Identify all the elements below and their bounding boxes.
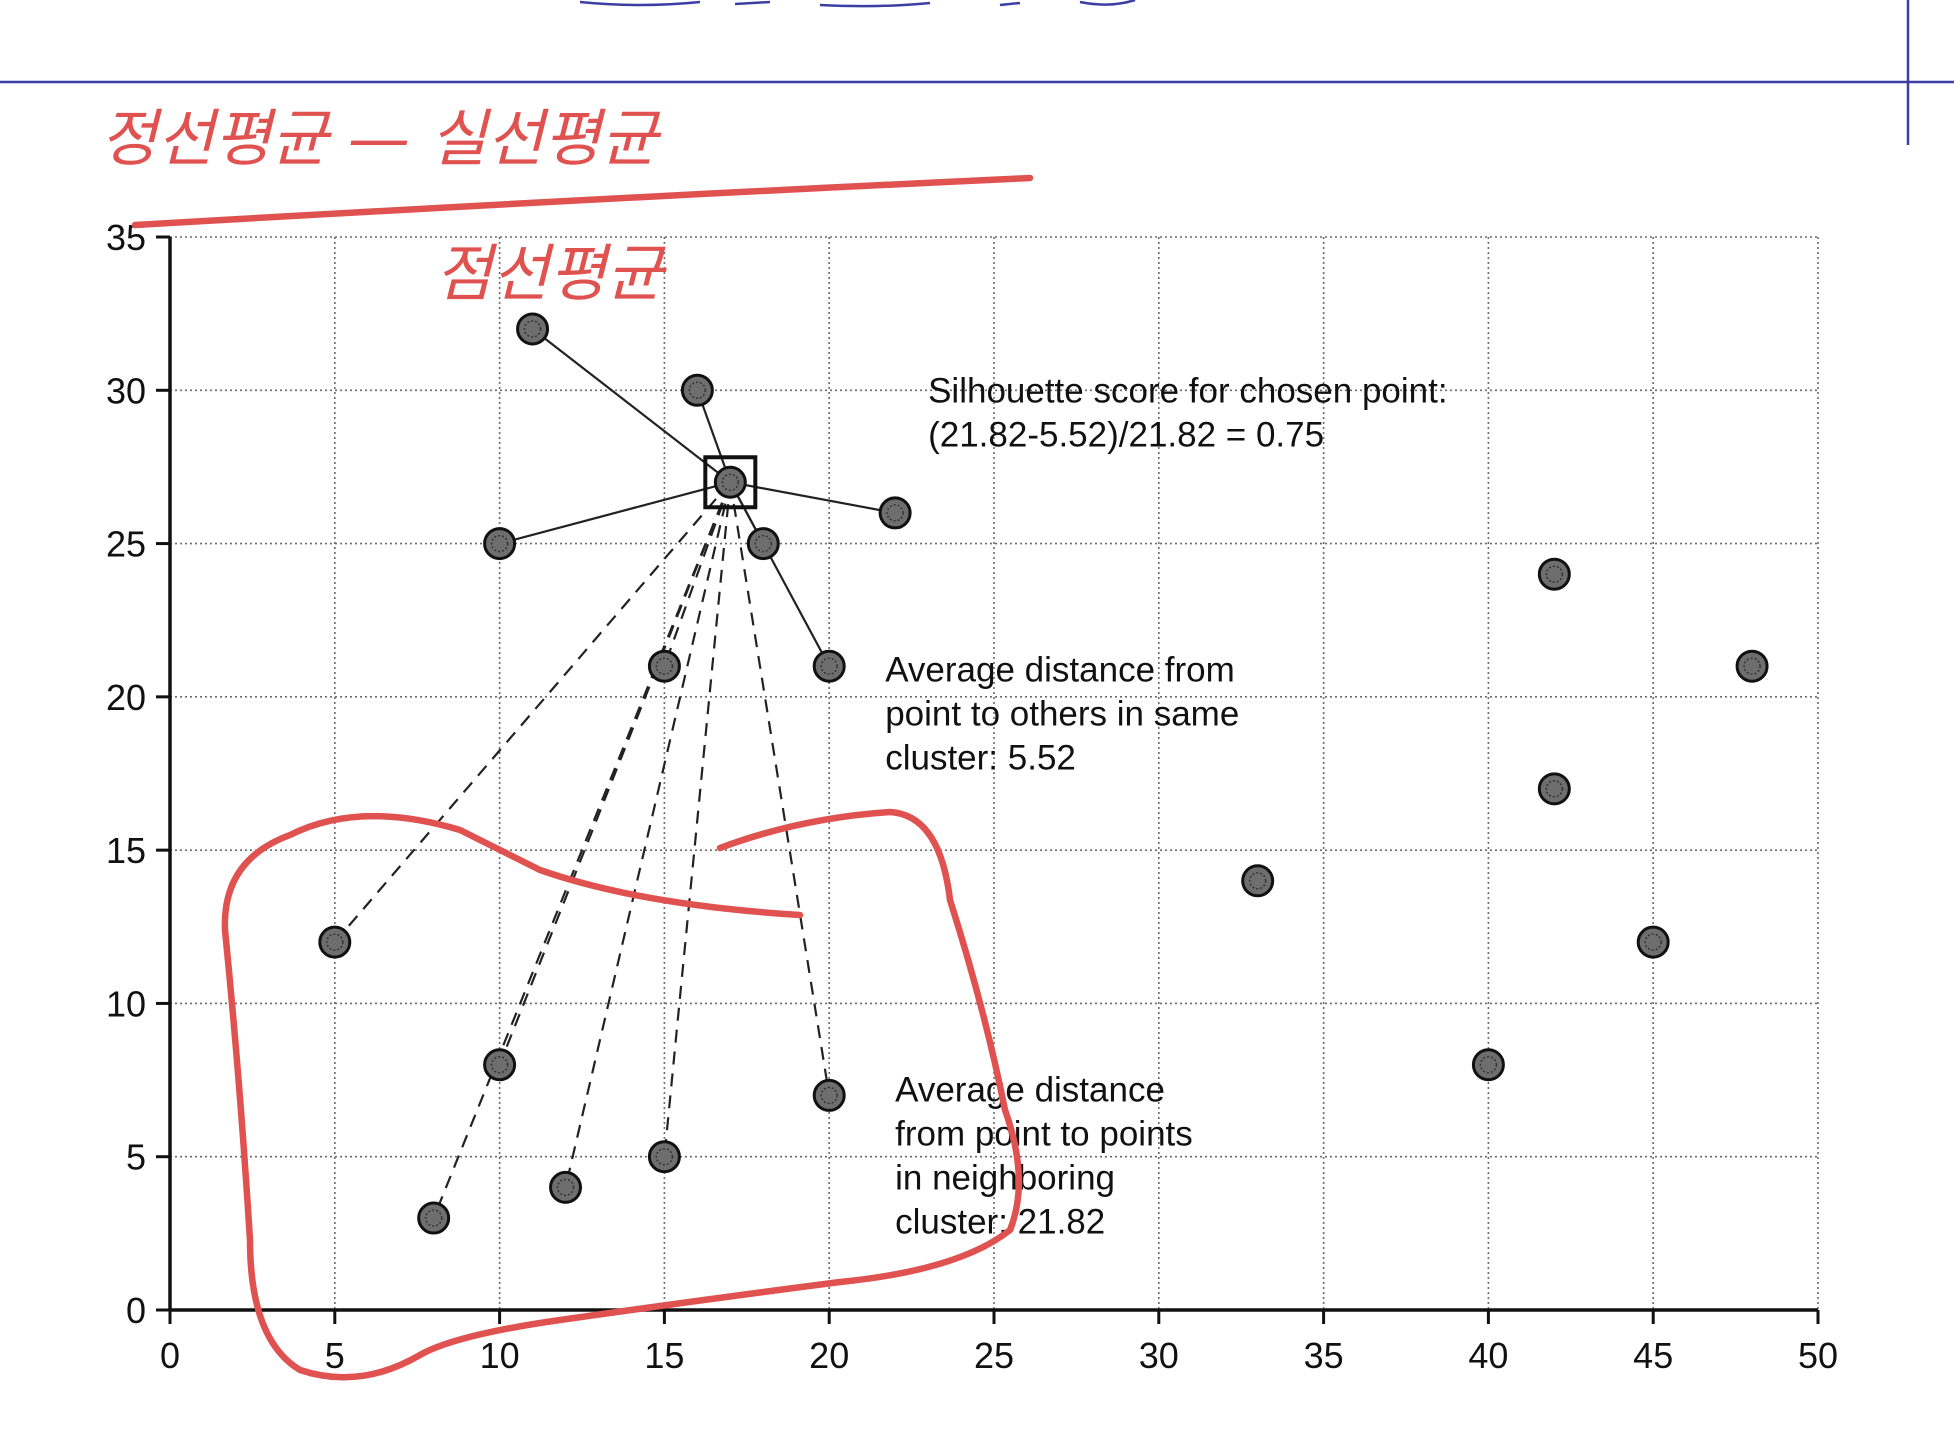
neighbor-cluster-point-0-texture [326,933,344,951]
y-tick-label-25: 25 [106,524,146,565]
annotation-1: Average distance from point to others in … [885,651,1239,778]
same-cluster-point-4-texture [754,534,773,553]
handwritten-line-1: 정선평균 — 실선평균 [100,102,662,175]
y-tick-label-15: 15 [106,830,146,871]
annotation-0-line-1: (21.82-5.52)/21.82 = 0.75 [928,416,1324,455]
neighbor-cluster-point-1-texture [655,657,674,675]
annotation-1-line-0: Average distance from [885,651,1235,690]
neighbor-cluster-point-1 [647,649,681,683]
annotation-1-line-1: point to others in same [885,695,1239,734]
x-tick-label-20: 20 [809,1335,849,1376]
x-tick-label-30: 30 [1139,1335,1179,1376]
other-cluster-point-0 [1537,557,1571,591]
same-cluster-point-5-texture [820,657,838,675]
same-cluster-point-1-texture [688,381,707,400]
y-tick-label-10: 10 [106,983,146,1024]
chosen-point-texture [721,473,740,492]
neighbor-cluster-point-2 [483,1048,517,1082]
annotation-1-line-2: cluster: 5.52 [885,739,1076,778]
annotation-2-line-2: in neighboring [895,1159,1115,1198]
neighbor-cluster-point-4-texture [556,1178,575,1197]
same-cluster-point-1 [680,373,714,407]
other-cluster-point-5-texture [1479,1055,1498,1074]
neighbor-cluster-link-0 [333,481,732,943]
annotation-2-line-1: from point to points [895,1115,1193,1154]
neighbor-cluster-point-0 [318,925,352,959]
other-cluster-point-5 [1471,1048,1505,1082]
neighbor-cluster-point-4 [549,1170,583,1204]
x-tick-label-35: 35 [1304,1335,1344,1376]
neighbor-cluster-link-3 [432,481,732,1219]
cropped-heading-fragment [579,0,1136,8]
other-cluster-point-3 [1241,864,1275,898]
other-cluster-point-2 [1537,772,1571,806]
neighbor-cluster-point-6 [812,1078,846,1112]
distance-links [333,328,896,1219]
same-cluster-link-2 [499,481,731,545]
same-cluster-point-3 [878,496,912,530]
annotation-0: Silhouette score for chosen point: (21.82… [928,372,1447,455]
same-cluster-link-3 [730,481,896,514]
x-tick-label-15: 15 [644,1335,684,1376]
same-cluster-point-0 [516,312,550,346]
neighbor-cluster-point-5 [647,1140,681,1174]
neighbor-cluster-point-3-texture [424,1209,443,1227]
other-cluster-point-3-texture [1248,872,1267,890]
neighbor-cluster-point-6-texture [820,1086,838,1105]
y-tick-label-30: 30 [106,370,146,411]
y-tick-label-0: 0 [126,1290,146,1331]
neighbor-cluster-link-5 [663,482,732,1157]
x-tick-label-45: 45 [1633,1335,1673,1376]
other-cluster-point-2-texture [1545,780,1564,798]
same-cluster-point-0-texture [523,320,542,338]
annotation-0-line-0: Silhouette score for chosen point: [928,372,1447,411]
neighbor-cluster-circle [221,808,1023,1381]
y-tick-label-5: 5 [126,1137,146,1178]
neighbor-cluster-link-2 [498,481,732,1066]
neighbor-cluster-link-4 [564,482,732,1188]
same-cluster-point-2 [483,527,517,561]
same-cluster-point-5 [812,649,846,683]
handwritten-underline [131,174,1034,229]
x-tick-label-50: 50 [1798,1335,1838,1376]
other-cluster-point-0-texture [1545,565,1564,583]
same-cluster-point-3-texture [886,504,904,522]
x-tick-label-40: 40 [1468,1335,1508,1376]
grid [170,236,1819,1310]
neighbor-cluster-point-3 [417,1201,451,1235]
x-tick-label-10: 10 [480,1335,520,1376]
other-cluster-point-1-texture [1743,657,1761,675]
handwritten-line-2: 점선평균 [435,237,667,310]
x-tick-label-25: 25 [974,1335,1014,1376]
same-cluster-link-5 [729,481,831,667]
annotation-2-line-0: Average distance [895,1071,1165,1110]
chosen-point-marker-square [703,455,758,510]
other-cluster-point-4 [1636,925,1670,959]
neighbor-cluster-link-6 [729,482,831,1096]
other-cluster-point-1 [1735,649,1769,683]
handwritten-notes: 정선평균 — 실선평균 점선평균 [100,102,1034,1381]
x-tick-label-5: 5 [325,1335,345,1376]
annotation-2: Average distance from point to points in n… [895,1071,1193,1242]
data-points [318,312,1769,1235]
same-cluster-point-2-texture [490,534,509,553]
same-cluster-link-0 [531,328,731,484]
same-cluster-point-4 [746,527,780,561]
other-cluster-point-4-texture [1644,933,1662,951]
neighbor-cluster-point-2-texture [490,1055,509,1074]
x-tick-label-0: 0 [160,1335,180,1376]
chosen-point [713,465,747,499]
neighbor-cluster-point-5-texture [655,1147,674,1166]
annotations: Silhouette score for chosen point: (21.82… [885,372,1447,1242]
y-tick-label-20: 20 [106,677,146,718]
